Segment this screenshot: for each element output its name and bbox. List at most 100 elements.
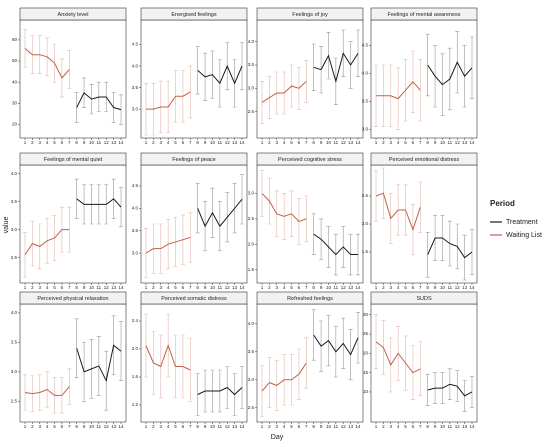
x-tick-label: 7 xyxy=(68,424,71,429)
error-bar xyxy=(74,318,79,379)
error-bar xyxy=(260,170,264,217)
x-tick-label: 2 xyxy=(268,140,271,145)
strip xyxy=(19,291,127,305)
x-tick-label: 10 xyxy=(89,285,95,290)
series-line xyxy=(313,52,359,84)
y-tick-label: 4.0 xyxy=(132,63,139,68)
error-bar xyxy=(195,46,200,95)
panel-title: Feelings of joy xyxy=(292,12,328,18)
x-tick-label: 8 xyxy=(75,140,78,145)
error-bar xyxy=(304,337,309,389)
error-bar xyxy=(418,59,423,122)
x-tick-label: 9 xyxy=(83,285,86,290)
panel-border xyxy=(140,303,248,423)
x-tick-label: 6 xyxy=(182,285,185,290)
x-tick-label: 12 xyxy=(455,140,461,145)
x-tick-label: 5 xyxy=(53,285,56,290)
x-tick-label: 4 xyxy=(167,140,170,145)
strip xyxy=(370,7,478,21)
x-tick-label: 4 xyxy=(46,140,49,145)
x-tick-label: 10 xyxy=(326,424,332,429)
series-line xyxy=(146,91,191,110)
x-tick-label: 6 xyxy=(412,140,415,145)
x-tick-label: 9 xyxy=(320,424,323,429)
x-tick-label: 10 xyxy=(440,140,446,145)
x-tick-label: 5 xyxy=(174,140,177,145)
x-tick-label: 1 xyxy=(145,424,148,429)
y-tick-label: 20 xyxy=(363,351,369,356)
x-tick-label: 4 xyxy=(167,424,170,429)
panel-title: Perceived cognitive stress xyxy=(278,157,342,163)
x-tick-label: 6 xyxy=(182,140,185,145)
y-tick-label: 2.0 xyxy=(362,221,369,226)
legend-title: Period xyxy=(490,199,515,208)
strip xyxy=(140,152,248,166)
x-tick-label: 8 xyxy=(196,140,199,145)
x-tick-label: 10 xyxy=(440,285,446,290)
x-tick-label: 13 xyxy=(232,140,238,145)
x-tick-label: 1 xyxy=(375,140,378,145)
y-tick-label: 4.0 xyxy=(248,39,255,44)
x-tick-label: 9 xyxy=(434,140,437,145)
x-tick-label: 7 xyxy=(305,424,308,429)
x-tick-label: 9 xyxy=(204,285,207,290)
error-bar xyxy=(425,232,430,278)
x-tick-label: 7 xyxy=(189,424,192,429)
x-tick-label: 13 xyxy=(462,285,468,290)
y-tick-label: 3.0 xyxy=(132,250,139,255)
x-tick-label: 5 xyxy=(53,140,56,145)
x-tick-label: 2 xyxy=(382,140,385,145)
x-tick-label: 6 xyxy=(61,285,64,290)
x-tick-label: 1 xyxy=(24,424,27,429)
error-bar xyxy=(188,212,193,263)
y-tick-label: 2.5 xyxy=(248,405,255,410)
x-tick-label: 12 xyxy=(225,140,231,145)
strip xyxy=(256,7,364,21)
x-tick-label: 2 xyxy=(268,424,271,429)
x-tick-label: 1 xyxy=(375,285,378,290)
strip xyxy=(370,152,478,166)
x-tick-label: 8 xyxy=(196,424,199,429)
series-line xyxy=(145,343,191,371)
x-tick-label: 9 xyxy=(204,424,207,429)
x-tick-label: 3 xyxy=(39,140,42,145)
error-bar xyxy=(74,178,79,219)
x-tick-label: 12 xyxy=(341,140,347,145)
x-axis-label: Day xyxy=(271,434,284,441)
x-tick-label: 9 xyxy=(320,140,323,145)
x-tick-label: 6 xyxy=(298,140,301,145)
panel-title: Perceived emotional distress xyxy=(389,157,460,163)
x-tick-label: 3 xyxy=(39,424,42,429)
x-tick-label: 7 xyxy=(305,140,308,145)
x-tick-label: 10 xyxy=(210,140,216,145)
x-tick-label: 4 xyxy=(283,140,286,145)
panel-title: Feelings of peace xyxy=(172,157,215,163)
x-tick-label: 3 xyxy=(276,424,279,429)
x-tick-label: 14 xyxy=(239,140,245,145)
x-tick-label: 6 xyxy=(61,140,64,145)
y-tick-label: 1.6 xyxy=(132,374,139,379)
x-tick-label: 11 xyxy=(448,424,453,429)
x-tick-label: 3 xyxy=(276,285,279,290)
legend-label: Waiting List xyxy=(506,232,542,239)
x-tick-label: 2 xyxy=(31,285,34,290)
x-tick-label: 14 xyxy=(118,140,124,145)
y-tick-label: 3.5 xyxy=(248,349,255,354)
strip xyxy=(19,7,127,21)
y-tick-label: 30 xyxy=(12,100,18,105)
y-tick-label: 2.5 xyxy=(11,255,18,260)
x-tick-label: 13 xyxy=(111,424,117,429)
x-tick-label: 7 xyxy=(305,285,308,290)
y-tick-label: 15 xyxy=(363,370,369,375)
series-line xyxy=(427,237,473,259)
series-line xyxy=(145,236,191,254)
panel-border xyxy=(256,164,364,284)
strip xyxy=(256,152,364,166)
x-tick-label: 12 xyxy=(341,424,347,429)
y-tick-label: 40 xyxy=(12,79,18,84)
y-tick-label: 10 xyxy=(363,389,369,394)
x-tick-label: 9 xyxy=(83,140,86,145)
y-tick-label: 2.5 xyxy=(11,399,18,404)
y-tick-label: 3.0 xyxy=(132,106,139,111)
panel-border xyxy=(370,303,478,423)
